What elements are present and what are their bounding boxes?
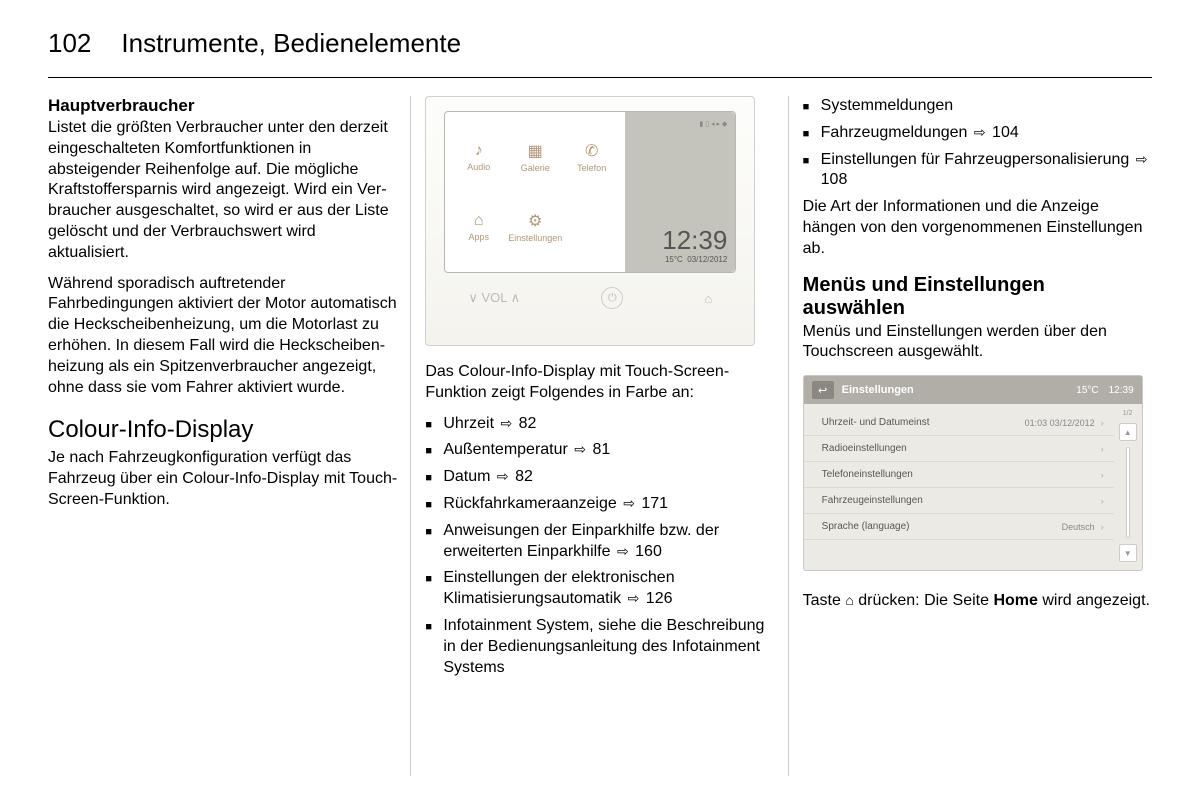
list-item: Systemmeldungen	[803, 96, 1152, 117]
heading-hauptverbraucher: Hauptverbraucher	[48, 96, 397, 116]
power-button[interactable]: ⏻	[601, 287, 623, 309]
chevron-right-icon: ›	[1101, 470, 1104, 480]
content-columns: Hauptverbraucher Listet die größten Verb…	[0, 78, 1200, 684]
page-indicator: 1/2	[1123, 410, 1133, 417]
page-ref-icon: ⇨	[617, 542, 629, 560]
gallery-icon: ▦	[528, 141, 543, 161]
page-ref-icon: ⇨	[628, 589, 640, 607]
settings-row[interactable]: Telefoneinstellungen›	[804, 462, 1114, 488]
tile-label: Apps	[469, 232, 490, 242]
tile-apps[interactable]: ⌂ Apps	[453, 194, 504, 260]
settings-row-label: Telefoneinstellungen	[822, 469, 1101, 480]
apps-icon: ⌂	[474, 212, 484, 230]
hardware-buttons: ∨ VOL ∧ ⏻ ⌂	[440, 273, 740, 309]
volume-buttons[interactable]: ∨ VOL ∧	[468, 290, 520, 306]
settings-row-label: Fahrzeugeinstellungen	[822, 495, 1101, 506]
device-settings-screenshot: ↩ Einstellungen 15°C 12:39 Uhrzeit- und …	[803, 375, 1143, 571]
chevron-right-icon: ›	[1101, 444, 1104, 454]
col2-intro: Das Colour-Info-Display mit Touch-Screen…	[425, 362, 774, 404]
settings-row-value: Deutsch	[1062, 522, 1095, 532]
settings-body: Uhrzeit- und Datumeinst01:03 03/12/2012 ›…	[804, 404, 1142, 570]
list-item: Datum ⇨ 82	[425, 467, 774, 488]
back-button[interactable]: ↩	[812, 381, 834, 399]
tile-label: Einstellungen	[508, 233, 562, 243]
page-ref-icon: ⇨	[623, 494, 635, 512]
col3-footer: Taste ⌂ drücken: Die Seite Home wird ang…	[803, 591, 1152, 612]
settings-row[interactable]: Radioeinstellungen›	[804, 436, 1114, 462]
home-tiles: ♪ Audio ▦ Galerie ✆ Telefon ⌂ Apps ⚙ Einstell…	[445, 112, 625, 272]
settings-row-label: Sprache (language)	[822, 521, 1062, 532]
para-1: Listet die größten Verbraucher unter den…	[48, 118, 397, 264]
list-item: Rückfahrkameraanzeige ⇨ 171	[425, 494, 774, 515]
device-screen: ♪ Audio ▦ Galerie ✆ Telefon ⌂ Apps ⚙ Einstell…	[444, 111, 736, 273]
music-icon: ♪	[475, 142, 483, 160]
header-temp: 15°C	[1076, 385, 1098, 396]
home-hw-button[interactable]: ⌂	[704, 291, 712, 306]
page-ref-icon: ⇨	[497, 467, 509, 485]
chevron-right-icon: ›	[1101, 496, 1104, 506]
tile-einstellungen[interactable]: ⚙ Einstellungen	[508, 194, 562, 260]
header-time: 12:39	[1109, 385, 1134, 396]
list-item: Einstellungen für Fahrzeugperso­nalisier…	[803, 150, 1152, 192]
col3-p2: Menüs und Einstellungen werden über den …	[803, 322, 1152, 364]
phone-icon: ✆	[585, 141, 598, 161]
settings-row[interactable]: Fahrzeugeinstellungen›	[804, 488, 1114, 514]
settings-title: Einstellungen	[842, 384, 1077, 396]
home-icon: ⌂	[845, 591, 853, 609]
settings-row-label: Uhrzeit- und Datumeinst	[822, 417, 1025, 428]
gear-icon: ⚙	[528, 211, 542, 231]
tile-label: Audio	[467, 162, 490, 172]
tile-label: Telefon	[577, 163, 606, 173]
settings-row[interactable]: Uhrzeit- und Datumeinst01:03 03/12/2012 ›	[804, 410, 1114, 436]
list-item: Uhrzeit ⇨ 82	[425, 414, 774, 435]
page-header: 102 Instrumente, Bedienelemente	[0, 0, 1200, 69]
scroll-up-button[interactable]: ▲	[1119, 423, 1137, 441]
tile-audio[interactable]: ♪ Audio	[453, 124, 504, 190]
list-item: Außentemperatur ⇨ 81	[425, 440, 774, 461]
settings-row-value: 01:03 03/12/2012	[1025, 418, 1095, 428]
list-item: Anweisungen der Einparkhilfe bzw. der er…	[425, 521, 774, 563]
column-2: ♪ Audio ▦ Galerie ✆ Telefon ⌂ Apps ⚙ Einstell…	[411, 96, 788, 684]
settings-list: Uhrzeit- und Datumeinst01:03 03/12/2012 ›…	[804, 404, 1114, 570]
page-ref-icon: ⇨	[1136, 150, 1148, 168]
status-icons: ▮ ▯ ◂ ▸ ◆	[699, 120, 727, 128]
settings-row[interactable]: Sprache (language)Deutsch ›	[804, 514, 1114, 540]
page-ref-icon: ⇨	[500, 414, 512, 432]
tile-label: Galerie	[521, 163, 550, 173]
col3-p1: Die Art der Informationen und die An­zei…	[803, 197, 1152, 259]
home-status-panel: ▮ ▯ ◂ ▸ ◆ 12:39 15°C 03/12/2012	[625, 112, 735, 272]
column-1: Hauptverbraucher Listet die größten Verb…	[48, 96, 411, 684]
list-item: Infotainment System, siehe die Be­schrei…	[425, 616, 774, 678]
chevron-right-icon: ›	[1101, 522, 1104, 532]
heading-colour-info-display: Colour-Info-Display	[48, 416, 397, 444]
scroll-track[interactable]	[1126, 447, 1130, 538]
page-ref-icon: ⇨	[574, 440, 586, 458]
date-line: 15°C 03/12/2012	[665, 255, 727, 264]
col2-list: Uhrzeit ⇨ 82 Außentemperatur ⇨ 81 Datum ⇨ …	[425, 414, 774, 679]
settings-header: ↩ Einstellungen 15°C 12:39	[804, 376, 1142, 404]
clock: 12:39	[662, 227, 727, 253]
page-ref-icon: ⇨	[974, 123, 986, 141]
tile-galerie[interactable]: ▦ Galerie	[508, 124, 562, 190]
chevron-right-icon: ›	[1101, 418, 1104, 428]
page-number: 102	[48, 28, 91, 59]
scroll-down-button[interactable]: ▼	[1119, 544, 1137, 562]
settings-row-label: Radioeinstellungen	[822, 443, 1101, 454]
column-3: Systemmeldungen Fahrzeugmeldungen ⇨ 104 Ei…	[789, 96, 1152, 684]
chapter-title: Instrumente, Bedienelemente	[121, 28, 461, 59]
settings-scrollbar[interactable]: 1/2 ▲ ▼	[1114, 404, 1142, 570]
list-item: Einstellungen der elektronischen Klimati…	[425, 568, 774, 610]
device-home-screenshot: ♪ Audio ▦ Galerie ✆ Telefon ⌂ Apps ⚙ Einstell…	[425, 96, 755, 346]
list-item: Fahrzeugmeldungen ⇨ 104	[803, 123, 1152, 144]
heading-menus: Menüs und Einstellungen auswählen	[803, 274, 1152, 320]
para-2: Während sporadisch auftretender Fahrbedi…	[48, 274, 397, 399]
col3-list: Systemmeldungen Fahrzeugmeldungen ⇨ 104 Ei…	[803, 96, 1152, 191]
para-3: Je nach Fahrzeugkonfiguration ver­fügt d…	[48, 448, 397, 510]
tile-telefon[interactable]: ✆ Telefon	[566, 124, 617, 190]
